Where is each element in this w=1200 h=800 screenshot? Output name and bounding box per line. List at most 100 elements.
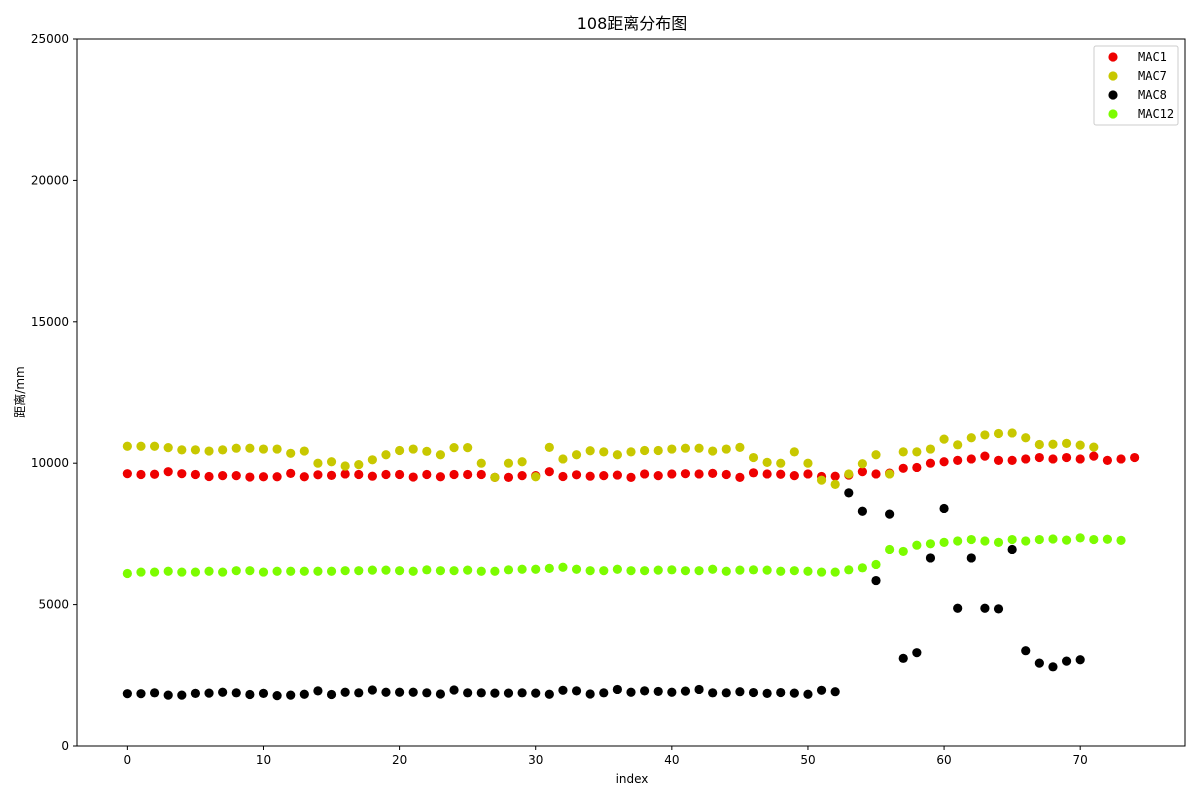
data-point: [735, 472, 745, 482]
data-point: [503, 565, 514, 575]
data-point: [394, 566, 405, 576]
data-point: [993, 455, 1004, 465]
data-point: [708, 468, 718, 478]
data-point: [204, 688, 214, 698]
data-point: [612, 450, 622, 460]
data-point: [1089, 442, 1099, 452]
legend-label: MAC7: [1138, 69, 1167, 83]
data-point: [816, 475, 827, 485]
y-axis-label: 距离/mm: [12, 366, 27, 417]
data-point: [748, 687, 759, 698]
data-point: [571, 564, 582, 574]
data-point: [694, 566, 704, 576]
data-point: [1061, 438, 1072, 449]
data-point: [1102, 534, 1113, 544]
data-point: [517, 471, 527, 481]
data-point: [381, 687, 391, 697]
data-point: [599, 688, 609, 698]
data-point: [258, 472, 269, 482]
data-point: [776, 458, 786, 468]
data-point: [258, 688, 269, 698]
data-point: [708, 564, 718, 574]
legend-marker: [1108, 90, 1118, 100]
data-point: [204, 446, 214, 456]
x-axis-label: index: [616, 772, 649, 786]
data-point: [326, 689, 337, 700]
data-point: [680, 469, 691, 479]
data-point: [149, 688, 160, 698]
data-point: [204, 566, 214, 576]
data-point: [326, 566, 337, 576]
data-point: [299, 689, 309, 699]
data-point: [122, 689, 132, 699]
data-point: [925, 539, 936, 549]
data-point: [163, 690, 173, 700]
data-point: [898, 447, 908, 457]
data-point: [980, 603, 990, 613]
data-point: [544, 563, 554, 574]
data-point: [1007, 428, 1017, 438]
data-point: [517, 688, 527, 698]
data-point: [680, 686, 691, 696]
data-point: [476, 566, 486, 576]
data-point: [857, 506, 868, 516]
data-point: [149, 441, 160, 451]
data-point: [626, 472, 636, 482]
data-point: [1130, 452, 1140, 463]
data-point: [190, 688, 201, 698]
data-point: [694, 469, 704, 479]
data-point: [531, 564, 541, 574]
data-point: [925, 458, 936, 468]
data-point: [966, 433, 976, 443]
data-point: [803, 689, 813, 699]
data-point: [177, 469, 187, 479]
data-point: [313, 458, 323, 468]
data-point: [626, 447, 636, 457]
data-point: [844, 488, 854, 498]
data-point: [871, 575, 881, 586]
data-point: [599, 447, 609, 457]
data-point: [231, 566, 241, 576]
data-point: [898, 463, 908, 473]
legend-marker: [1108, 109, 1118, 119]
data-point: [1021, 433, 1031, 443]
data-point: [149, 567, 160, 577]
data-point: [177, 567, 187, 577]
data-point: [966, 553, 976, 563]
data-point: [544, 467, 554, 477]
data-point: [435, 566, 446, 576]
data-point: [721, 566, 731, 576]
data-point: [585, 471, 595, 481]
data-point: [544, 689, 554, 699]
data-point: [503, 472, 514, 482]
x-tick-label: 0: [124, 753, 132, 767]
data-point: [640, 566, 650, 576]
data-point: [286, 468, 296, 478]
data-point: [1048, 454, 1058, 464]
data-point: [463, 469, 473, 480]
data-point: [245, 472, 255, 482]
data-point: [1061, 535, 1072, 545]
data-point: [463, 443, 473, 453]
data-point: [245, 689, 255, 700]
data-point: [422, 469, 432, 480]
data-point: [408, 566, 418, 576]
data-point: [245, 566, 255, 576]
data-point: [204, 471, 214, 482]
data-point: [136, 441, 146, 451]
data-point: [449, 566, 459, 576]
data-point: [1116, 454, 1126, 464]
data-point: [571, 450, 582, 460]
data-point: [272, 444, 282, 454]
chart-title: 108距离分布图: [577, 14, 688, 33]
data-point: [680, 443, 691, 453]
data-point: [1061, 452, 1072, 463]
data-point: [844, 565, 854, 575]
data-point: [721, 469, 731, 480]
data-point: [435, 689, 446, 699]
data-point: [1075, 440, 1085, 450]
data-point: [476, 688, 486, 698]
data-point: [966, 534, 976, 545]
x-tick-label: 40: [664, 753, 679, 767]
data-point: [612, 564, 622, 574]
